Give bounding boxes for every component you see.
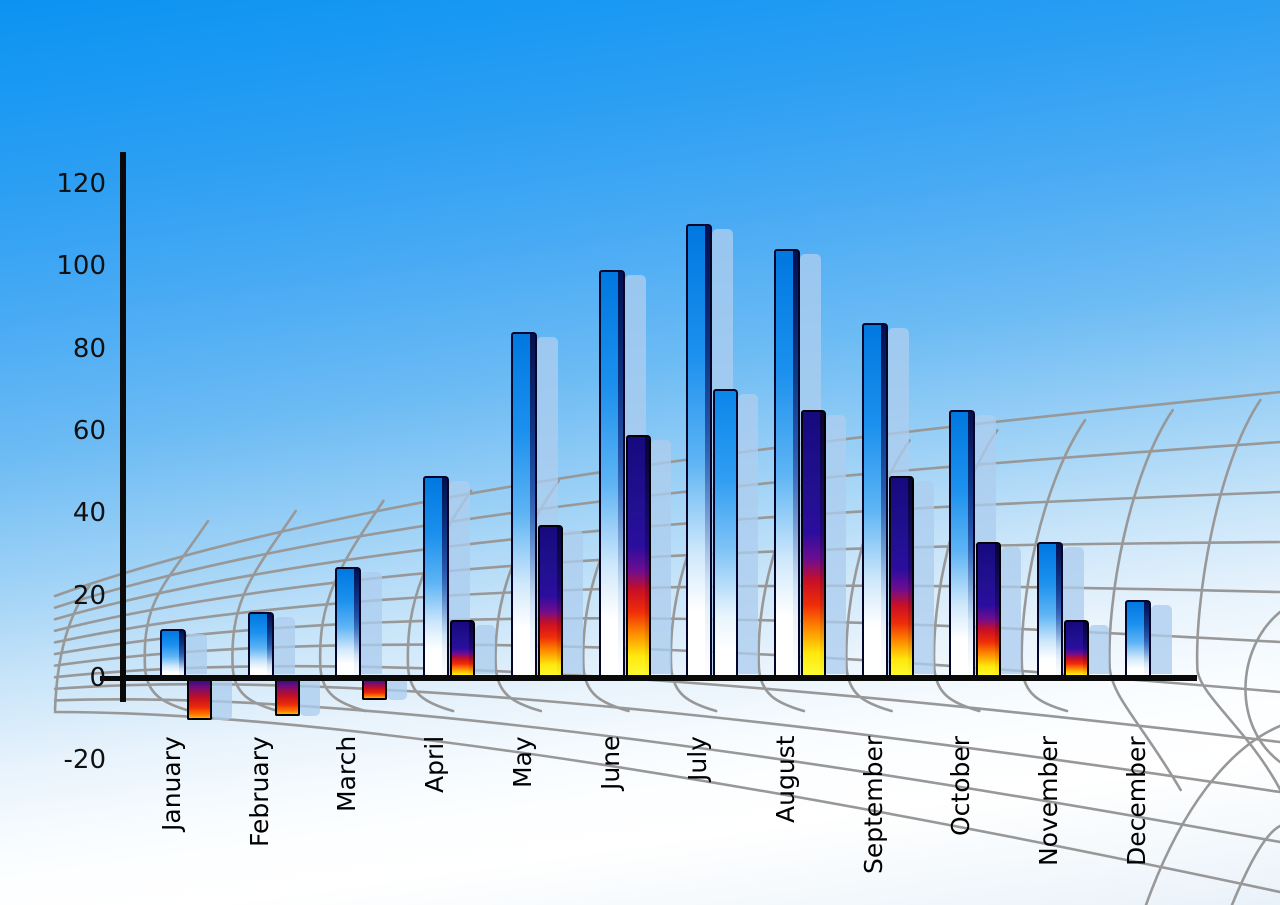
y-tick-label-60: 60: [72, 415, 106, 446]
mesh-line: [143, 519, 210, 713]
bar-december-primary: [1124, 599, 1151, 680]
mesh-line: [231, 509, 297, 713]
y-tick-label-0: 0: [89, 663, 106, 693]
echo-december-primary: [1150, 604, 1172, 674]
y-tick-label-80: 80: [72, 333, 106, 364]
echo-february-secondary: [299, 681, 320, 717]
bar-october-secondary: [976, 541, 1002, 680]
mesh-line: [53, 583, 92, 712]
echo-september-secondary: [913, 480, 934, 674]
y-tick-label-20: 20: [72, 580, 106, 611]
bar-may-secondary: [537, 525, 563, 680]
echo-january-secondary: [212, 681, 232, 721]
mesh-line: [318, 499, 385, 713]
bar-july-secondary: [713, 389, 739, 680]
bar-march-secondary: [362, 679, 388, 700]
x-label-january: January: [157, 736, 186, 831]
bar-july-primary: [686, 224, 713, 680]
echo-august-secondary: [825, 414, 846, 674]
x-label-february: February: [244, 736, 274, 847]
x-label-august: August: [770, 736, 800, 824]
x-axis-baseline: [120, 675, 1197, 681]
mesh-line: [1230, 824, 1280, 905]
y-axis-line: [120, 152, 126, 702]
bar-september-secondary: [888, 475, 914, 680]
x-label-april: April: [420, 736, 450, 794]
bar-january-secondary: [187, 679, 212, 721]
echo-october-secondary: [1001, 546, 1022, 674]
echo-june-secondary: [650, 439, 671, 674]
x-label-march: March: [332, 736, 362, 813]
bar-may-primary: [510, 331, 537, 680]
bar-april-primary: [423, 475, 450, 680]
mesh-line: [53, 710, 1280, 894]
echo-march-secondary: [387, 681, 408, 700]
x-label-may: May: [507, 736, 537, 788]
mesh-line: [1195, 398, 1280, 792]
x-label-september: September: [858, 736, 888, 875]
mesh-line: [1244, 610, 1280, 764]
bar-august-secondary: [800, 409, 826, 680]
echo-february-primary: [273, 617, 295, 674]
x-label-july: July: [683, 736, 713, 781]
mesh-line: [1108, 408, 1182, 792]
mesh-line: [1144, 724, 1280, 905]
echo-july-secondary: [738, 394, 759, 674]
bar-october-primary: [949, 409, 976, 680]
zero-tick-mark: [100, 676, 120, 681]
bar-september-primary: [861, 323, 888, 680]
echo-january-primary: [186, 633, 207, 674]
bar-march-primary: [335, 566, 362, 680]
echo-march-primary: [361, 571, 383, 674]
x-label-october: October: [946, 736, 976, 837]
mesh-line: [1020, 418, 1087, 713]
bar-february-primary: [247, 612, 274, 680]
y-tick-label-40: 40: [72, 498, 106, 529]
x-label-november: November: [1034, 736, 1063, 867]
x-label-december: December: [1121, 736, 1151, 866]
bar-february-secondary: [274, 679, 300, 717]
bar-august-primary: [773, 249, 800, 680]
bar-january-primary: [160, 628, 186, 680]
bar-june-secondary: [625, 434, 651, 680]
bar-april-secondary: [450, 620, 476, 680]
bar-november-secondary: [1064, 620, 1089, 680]
echo-may-secondary: [562, 530, 583, 674]
y-tick-label--20: -20: [63, 745, 106, 776]
echo-november-secondary: [1089, 625, 1109, 674]
bar-june-primary: [598, 269, 625, 680]
y-tick-label-120: 120: [56, 168, 106, 199]
echo-april-secondary: [475, 625, 496, 674]
y-tick-label-100: 100: [56, 251, 106, 282]
x-label-june: June: [595, 736, 625, 791]
bar-november-primary: [1037, 541, 1063, 680]
